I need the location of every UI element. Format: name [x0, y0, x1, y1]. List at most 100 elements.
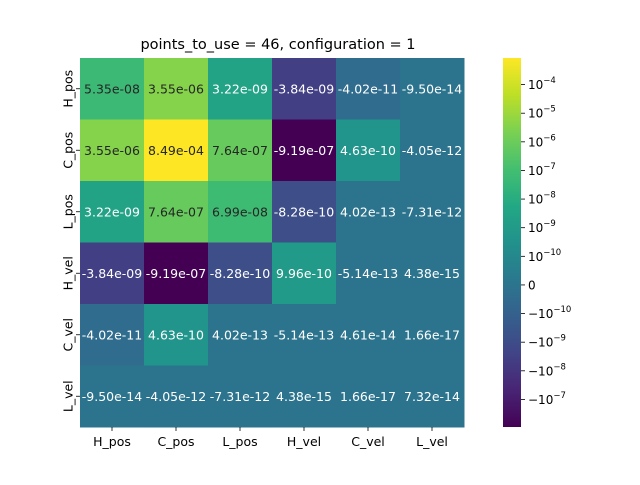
heatmap-cell: [272, 242, 337, 305]
cell-label: -4.02e-11: [338, 81, 398, 96]
colorbar-tick-label: −10−8: [528, 362, 566, 378]
heatmap-cell: [80, 242, 145, 305]
cell-label: 1.66e-17: [404, 327, 460, 342]
cell-label: 8.49e-04: [148, 143, 204, 158]
y-tick-label: L_vel: [61, 380, 76, 412]
cell-label: -8.28e-10: [274, 204, 334, 219]
heatmap-cell: [80, 58, 145, 120]
cell-label: 7.64e-07: [148, 204, 204, 219]
cell-label: -9.19e-07: [274, 143, 334, 158]
cell-label: -4.05e-12: [146, 389, 206, 404]
heatmap-cell: [400, 304, 465, 366]
cell-label: 4.38e-15: [404, 266, 460, 281]
y-axis: H_pos C_pos L_pos H_vel C_vel L_vel: [61, 70, 80, 412]
colorbar-tick-label: 10−4: [528, 76, 556, 92]
heatmap-cell: [272, 304, 337, 366]
heatmap-cell: [336, 58, 401, 120]
cell-label: 9.96e-10: [276, 266, 332, 281]
heatmap-cell: [336, 119, 401, 182]
colorbar: 10−4 10−5 10−6 10−7 10−8 10−9 10−10 0 −10−10 −10−…: [503, 58, 571, 427]
heatmap-cell: [144, 119, 209, 182]
x-tick-label: C_pos: [157, 434, 194, 449]
heatmap-cell: [272, 119, 337, 182]
cell-label: -9.19e-07: [146, 266, 206, 281]
y-tick-label: L_pos: [61, 194, 76, 229]
cell-label: 7.32e-14: [404, 389, 460, 404]
cell-label: 4.63e-10: [340, 143, 396, 158]
x-tick-label: C_vel: [351, 434, 385, 449]
cell-label: -8.28e-10: [210, 266, 270, 281]
heatmap-cell: [208, 304, 273, 366]
colorbar-tick-label: 10−10: [528, 248, 561, 264]
cell-label: 3.55e-06: [148, 81, 204, 96]
cell-label: -3.84e-09: [82, 266, 142, 281]
colorbar-tick-label: 10−5: [528, 105, 556, 121]
heatmap-cell: [144, 242, 209, 305]
heatmap-cell-labels: 5.35e-08 3.55e-06 3.22e-09 -3.84e-09 -4.02e-…: [82, 81, 462, 404]
colorbar-tick-label: −10−7: [528, 391, 566, 407]
heatmap-cell: [336, 304, 401, 366]
cell-label: 4.02e-13: [340, 204, 396, 219]
heatmap-cell: [80, 119, 145, 182]
heatmap-cell: [80, 181, 145, 243]
heatmap-cell: [208, 181, 273, 243]
cell-label: -7.31e-12: [402, 204, 462, 219]
heatmap-cell: [400, 119, 465, 182]
cell-label: 3.55e-06: [84, 143, 140, 158]
heatmap-cell: [208, 119, 273, 182]
colorbar-tick-label: 10−6: [528, 133, 556, 149]
cell-label: 3.22e-09: [212, 81, 268, 96]
cell-label: -3.84e-09: [274, 81, 334, 96]
cell-label: 5.35e-08: [84, 81, 140, 96]
cell-label: -9.50e-14: [82, 389, 142, 404]
cell-label: -5.14e-13: [274, 327, 334, 342]
heatmap-cell: [272, 58, 337, 120]
colorbar-tick-label: 10−9: [528, 219, 556, 235]
heatmap-cell: [144, 58, 209, 120]
cell-label: -9.50e-14: [402, 81, 462, 96]
colorbar-gradient: [503, 58, 521, 427]
heatmap-cell: [272, 181, 337, 243]
heatmap-cell: [400, 242, 465, 305]
heatmap-cell: [336, 365, 401, 428]
heatmap-cell: [208, 58, 273, 120]
cell-label: -5.14e-13: [338, 266, 398, 281]
x-axis: H_pos C_pos L_pos H_vel C_vel L_vel: [93, 427, 448, 449]
cell-label: 4.38e-15: [276, 389, 332, 404]
cell-label: -4.05e-12: [402, 143, 462, 158]
cell-label: 6.99e-08: [212, 204, 268, 219]
y-tick-label: C_pos: [61, 132, 76, 169]
y-tick-label: H_vel: [61, 256, 76, 290]
x-tick-label: L_pos: [222, 434, 257, 449]
x-tick-label: H_vel: [287, 434, 321, 449]
cell-label: 1.66e-17: [340, 389, 396, 404]
heatmap-cell: [400, 365, 465, 428]
heatmap-cell: [208, 365, 273, 428]
heatmap-cell: [336, 242, 401, 305]
heatmap-cell: [208, 242, 273, 305]
heatmap-cell: [144, 365, 209, 428]
heatmap-cell: [336, 181, 401, 243]
colorbar-tick-label: 0: [528, 278, 536, 292]
x-tick-label: H_pos: [93, 434, 131, 449]
cell-label: 3.22e-09: [84, 204, 140, 219]
heatmap-cell: [80, 365, 145, 428]
cell-label: 4.02e-13: [212, 327, 268, 342]
heatmap-cell: [144, 181, 209, 243]
heatmap-cell: [80, 304, 145, 366]
cell-label: -4.02e-11: [82, 327, 142, 342]
cell-label: 7.64e-07: [212, 143, 268, 158]
colorbar-tick-label: −10−10: [528, 305, 571, 321]
y-tick-label: C_vel: [61, 318, 76, 352]
heatmap-cell: [400, 181, 465, 243]
colorbar-tick-label: 10−8: [528, 191, 556, 207]
heatmap-cell: [272, 365, 337, 428]
cell-label: -7.31e-12: [210, 389, 270, 404]
cell-label: 4.63e-10: [148, 327, 204, 342]
cell-label: 4.61e-14: [340, 327, 396, 342]
heatmap-cell: [400, 58, 465, 120]
colorbar-tick-label: 10−7: [528, 162, 556, 178]
y-tick-label: H_pos: [61, 70, 76, 108]
